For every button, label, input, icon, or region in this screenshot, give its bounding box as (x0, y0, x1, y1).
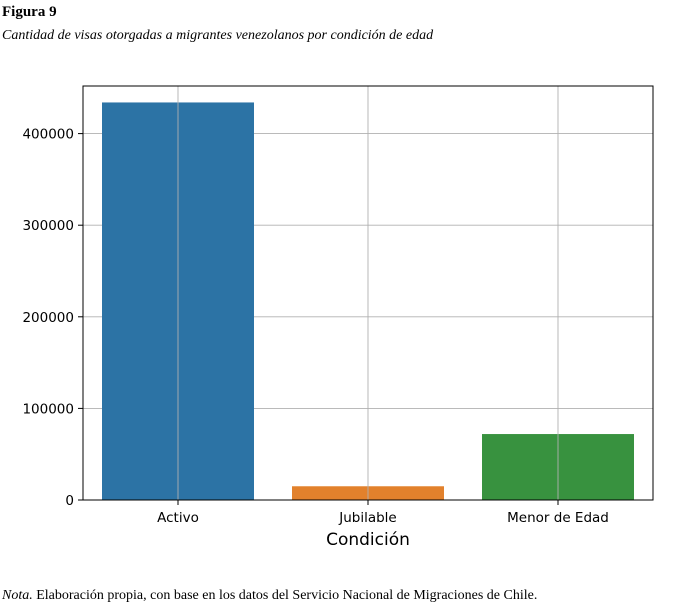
x-tick-layer: Activo Jubilable Menor de Edad (157, 500, 609, 526)
x-tick-label: Jubilable (338, 510, 397, 526)
bar-chart: 0 100000 200000 300000 400000 Activo Jubilabl… (22, 85, 654, 550)
y-tick-label: 300000 (22, 218, 74, 234)
source-note: Nota. Elaboración propia, con base en lo… (2, 588, 537, 604)
y-tick-label: 400000 (22, 127, 74, 143)
note-text: Elaboración propia, con base en los dato… (32, 588, 538, 603)
figure-label: Figura 9 (2, 4, 57, 20)
figure-caption: Cantidad de visas otorgadas a migrantes … (2, 28, 434, 43)
y-tick-label: 0 (65, 493, 74, 509)
y-tick-label: 200000 (22, 310, 74, 326)
y-tick-layer: 0 100000 200000 300000 400000 (22, 127, 83, 509)
x-axis-title: Condición (326, 530, 410, 550)
vertical-grid-layer (177, 86, 559, 500)
x-tick-label: Menor de Edad (507, 510, 609, 526)
note-label: Nota. (2, 588, 33, 603)
x-tick-label: Activo (157, 510, 199, 526)
y-tick-label: 100000 (22, 401, 74, 417)
